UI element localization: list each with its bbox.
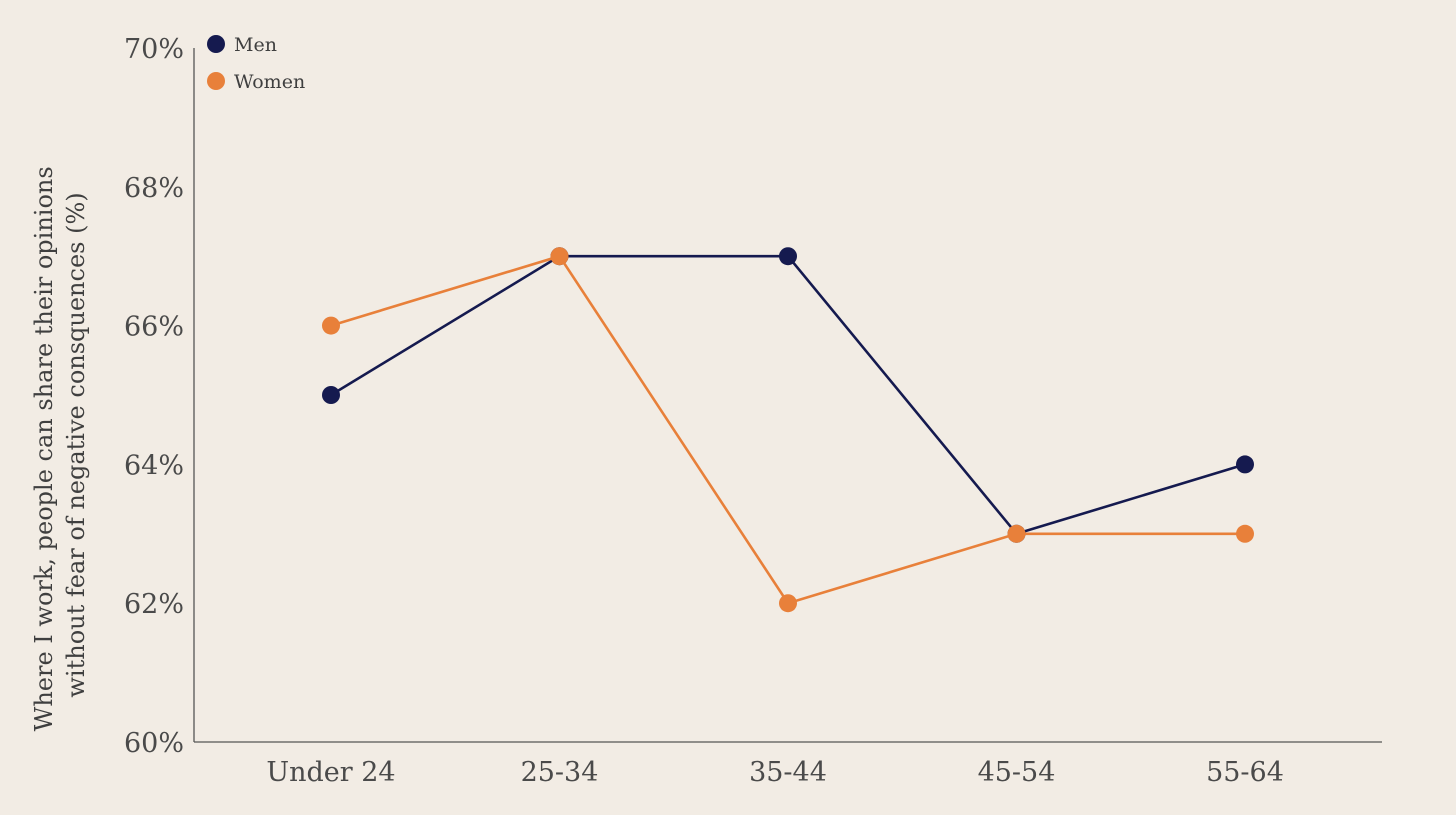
y-tick-label: 62% [124,589,184,620]
series-group [322,247,1254,613]
y-axis-title-line-1: Where I work, people can share their opi… [30,166,58,731]
data-point-men [1236,455,1254,474]
y-tick-label: 64% [124,450,184,481]
axes [193,48,1382,743]
legend: Men Women [207,34,305,93]
data-point-women [1236,524,1254,543]
y-tick-label: 70% [124,34,184,65]
x-tick-labels: Under 24 25-34 35-44 45-54 55-64 [266,757,1284,788]
data-point-women [322,316,340,335]
data-point-men [322,386,340,404]
y-tick-labels: 60% 62% 64% 66% 68% 70% [124,34,184,759]
data-point-women [779,594,797,613]
x-tick-label: 25-34 [521,757,599,788]
series-line-women [330,254,1245,605]
y-tick-label: 66% [124,312,184,343]
legend-label: Men [234,34,277,56]
x-tick-label: 45-54 [978,757,1056,788]
series-line-men [330,254,1246,536]
legend-label: Women [234,71,305,93]
x-tick-label: 35-44 [749,757,827,788]
data-point-men [779,247,797,266]
legend-marker-men [207,35,225,53]
y-tick-label: 68% [124,173,184,204]
x-tick-label: Under 24 [266,757,395,788]
y-axis-title-line-2: without fear of negative consquences (%) [62,192,90,697]
data-point-women [1007,524,1026,543]
legend-marker-women [207,72,225,90]
y-axis-title: Where I work, people can share their opi… [30,159,90,732]
x-tick-label: 55-64 [1206,757,1284,788]
y-tick-label: 60% [124,728,184,759]
data-point-women [550,247,569,266]
